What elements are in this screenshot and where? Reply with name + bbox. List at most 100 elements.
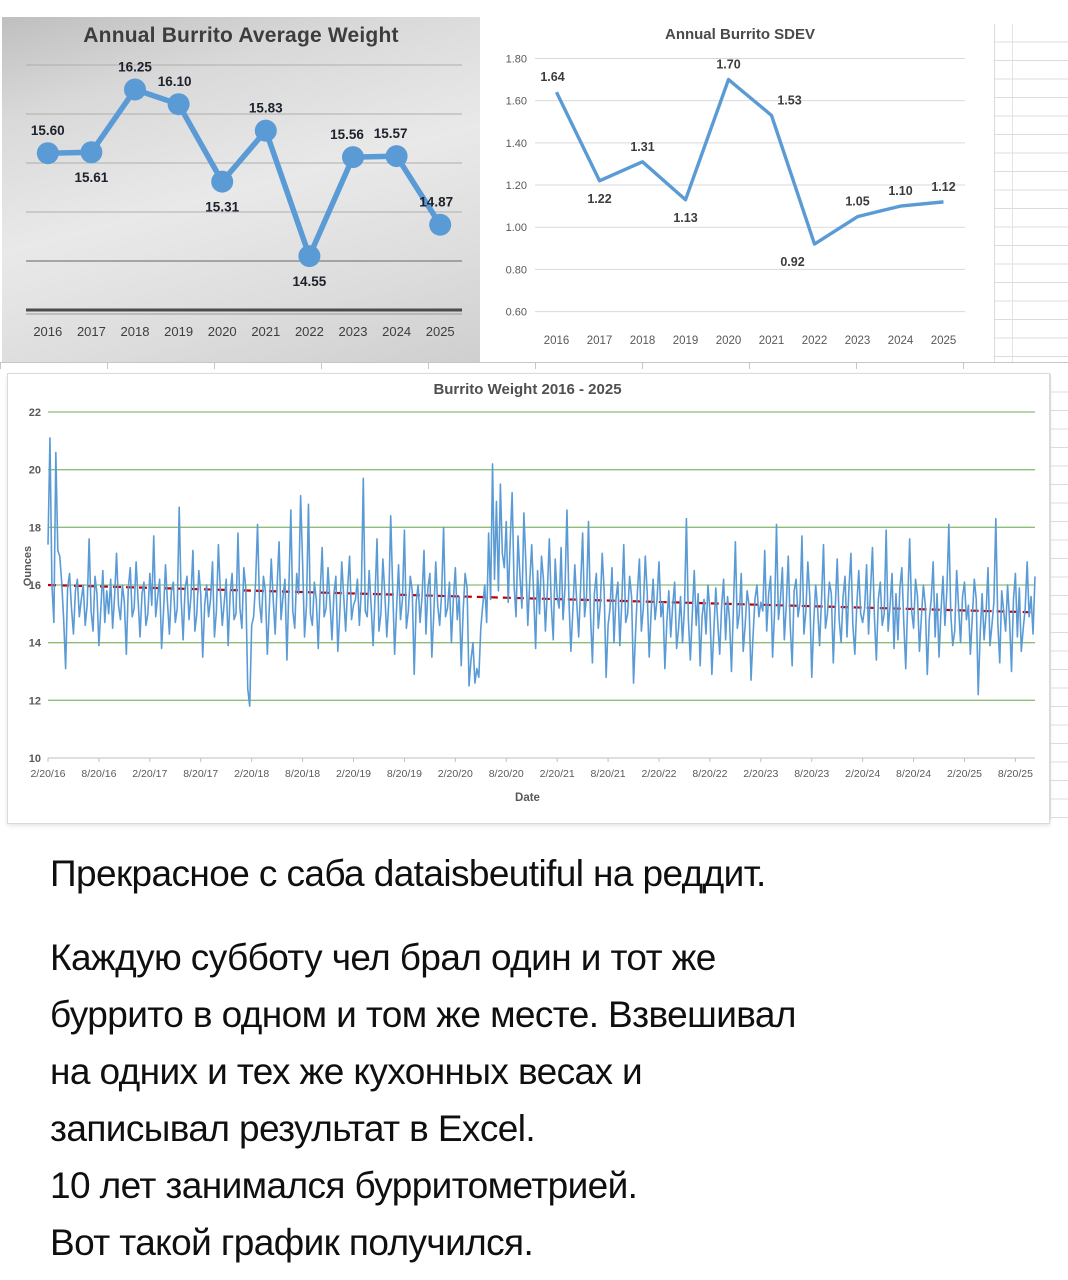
x-tick-label: 2/20/16 xyxy=(30,768,65,780)
weekly-series-line xyxy=(47,437,1036,707)
data-point-marker xyxy=(211,170,234,193)
x-tick-label: 2021 xyxy=(759,335,785,347)
data-label: 14.87 xyxy=(419,195,453,210)
data-point-marker xyxy=(36,142,59,165)
y-tick-label: 1.20 xyxy=(506,180,527,192)
excel-row-strip xyxy=(0,362,1068,374)
x-tick-label: 2025 xyxy=(931,335,957,347)
data-label: 16.25 xyxy=(118,60,152,75)
avg-series-line xyxy=(45,86,443,259)
caption-line: записывал результат в Excel. xyxy=(50,1108,536,1149)
chart-annual-sdev: 1.80 1.60 1.40 1.20 1.00 0.80 0.60 1.64 1.22 1.31… xyxy=(487,4,993,362)
x-tick-label: 2/20/23 xyxy=(743,768,778,780)
y-tick-label: 1.80 xyxy=(506,53,527,65)
x-tick-label: 2/20/22 xyxy=(641,768,676,780)
x-tick-label: 2017 xyxy=(587,335,613,347)
chart-weekly-weight-title: Burrito Weight 2016 - 2025 xyxy=(433,381,622,398)
data-label: 1.64 xyxy=(540,70,564,84)
data-point-marker xyxy=(167,93,190,116)
y-tick-label: 1.00 xyxy=(506,222,527,234)
x-tick-label: 8/20/23 xyxy=(794,768,829,780)
y-tick-label: 1.40 xyxy=(506,138,527,150)
data-point-marker xyxy=(385,145,408,168)
caption-line: Каждую субботу чел брал один и тот же xyxy=(50,937,716,978)
x-tick-label: 2/20/21 xyxy=(540,768,575,780)
caption-line: Прекрасное с саба dataisbeutiful на редд… xyxy=(50,853,766,894)
caption-line: буррито в одном и том же месте. Взвешива… xyxy=(50,994,796,1035)
data-label: 1.70 xyxy=(716,58,740,72)
data-label: 0.92 xyxy=(780,255,804,269)
data-label: 1.05 xyxy=(845,195,869,209)
chart-annual-sdev-title: Annual Burrito SDEV xyxy=(664,26,815,43)
sdev-series-line xyxy=(554,77,944,246)
excel-empty-cells-middle xyxy=(1050,374,1068,820)
x-tick-label: 2/20/17 xyxy=(132,768,167,780)
x-tick-label: 2023 xyxy=(845,335,871,347)
x-tick-label: 2017 xyxy=(77,324,106,339)
y-tick-label: 1.60 xyxy=(506,96,527,108)
x-tick-label: 2/20/20 xyxy=(438,768,473,780)
x-tick-label: 2024 xyxy=(888,335,914,347)
data-label: 1.10 xyxy=(888,184,912,198)
data-point-marker xyxy=(429,213,452,236)
caption-line: на одних и тех же кухонных весах и xyxy=(50,1051,643,1092)
x-tick-label: 8/20/17 xyxy=(183,768,218,780)
data-label: 15.31 xyxy=(205,200,239,215)
y-tick-label: 14 xyxy=(29,638,42,650)
x-tick-label: 2025 xyxy=(426,324,455,339)
x-tick-label: 8/20/22 xyxy=(692,768,727,780)
data-label: 15.83 xyxy=(249,101,283,116)
y-tick-label: 10 xyxy=(29,753,41,765)
caption-text: Прекрасное с саба dataisbeutiful на редд… xyxy=(50,845,1050,1271)
data-label: 16.10 xyxy=(158,74,192,89)
x-tick-label: 2/20/19 xyxy=(336,768,371,780)
x-tick-label: 8/20/18 xyxy=(285,768,320,780)
weekly-weight-plot: 10 12 14 16 18 20 22 2/20/16 8/20/16 2/20/17 8/20/… xyxy=(29,407,1036,780)
x-tick-label: 2/20/18 xyxy=(234,768,269,780)
x-tick-label: 2022 xyxy=(295,324,324,339)
x-tick-label: 2016 xyxy=(33,324,62,339)
chart-annual-average-weight-title: Annual Burrito Average Weight xyxy=(83,24,399,47)
x-tick-label: 2019 xyxy=(673,335,699,347)
y-tick-label: 0.60 xyxy=(506,307,527,319)
x-tick-label: 8/20/16 xyxy=(81,768,116,780)
data-point-marker xyxy=(254,119,277,142)
x-tick-label: 2024 xyxy=(382,324,411,339)
x-tick-label: 2/20/25 xyxy=(947,768,982,780)
data-label: 1.12 xyxy=(931,180,955,194)
data-label: 15.56 xyxy=(330,127,364,142)
y-tick-label: 12 xyxy=(29,695,41,707)
x-tick-label: 8/20/21 xyxy=(591,768,626,780)
x-tick-label: 2018 xyxy=(630,335,656,347)
chart-annual-average-weight: 15.60 15.61 16.25 16.10 15.31 15.83 14.55 15.56… xyxy=(2,17,480,362)
x-tick-label: 2020 xyxy=(716,335,742,347)
y-tick-label: 18 xyxy=(29,522,41,534)
chart-weekly-weight: 10 12 14 16 18 20 22 2/20/16 8/20/16 2/20/17 8/20/… xyxy=(7,373,1050,824)
weekly-x-axis-title: Date xyxy=(515,792,540,804)
x-tick-label: 2018 xyxy=(121,324,150,339)
x-tick-label: 2019 xyxy=(164,324,193,339)
x-tick-label: 2023 xyxy=(339,324,368,339)
x-tick-label: 8/20/24 xyxy=(896,768,931,780)
data-label: 14.55 xyxy=(293,274,327,289)
data-label: 15.60 xyxy=(31,123,65,138)
data-point-marker xyxy=(298,245,321,268)
x-tick-label: 2016 xyxy=(544,335,570,347)
data-label: 1.22 xyxy=(587,192,611,206)
x-tick-label: 2/20/24 xyxy=(845,768,880,780)
caption-line: Вот такой график получился. xyxy=(50,1222,534,1263)
x-tick-label: 8/20/25 xyxy=(998,768,1033,780)
data-label: 1.31 xyxy=(630,140,654,154)
x-tick-label: 2020 xyxy=(208,324,237,339)
x-tick-label: 8/20/19 xyxy=(387,768,422,780)
y-tick-label: 22 xyxy=(29,407,41,419)
data-point-marker xyxy=(80,141,103,164)
data-label: 1.53 xyxy=(777,93,801,107)
data-label: 1.13 xyxy=(673,211,697,225)
annual-sdev-plot: 1.80 1.60 1.40 1.20 1.00 0.80 0.60 1.64 1.22 1.31… xyxy=(506,53,965,347)
x-tick-label: 8/20/20 xyxy=(489,768,524,780)
excel-empty-cells-top xyxy=(994,24,1068,362)
y-tick-label: 0.80 xyxy=(506,264,527,276)
caption-line: 10 лет занимался бурритометрией. xyxy=(50,1165,638,1206)
y-tick-label: 20 xyxy=(29,465,41,477)
